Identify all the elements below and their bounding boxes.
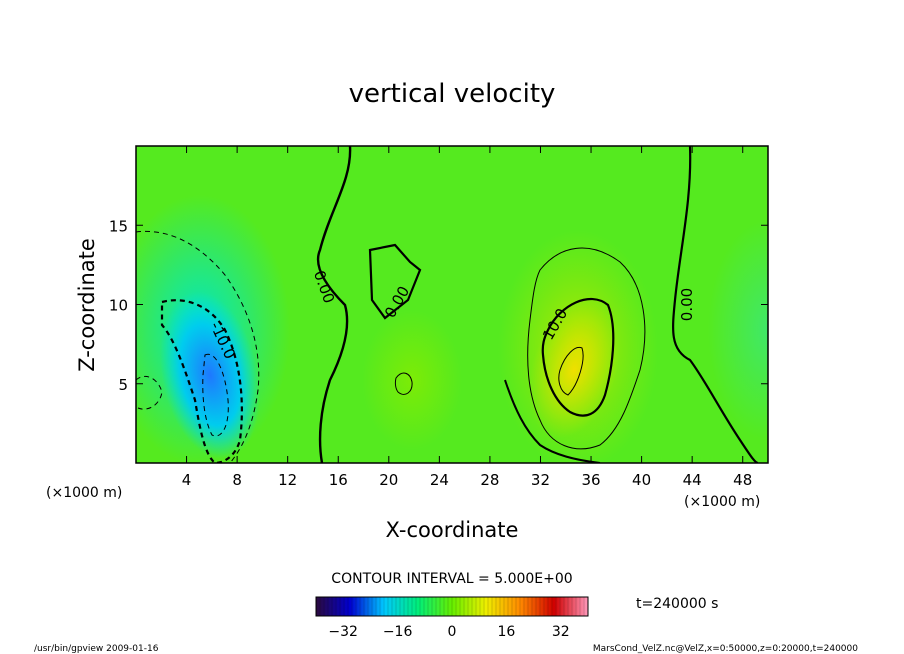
x-unit-left: (×1000 m) bbox=[46, 485, 122, 501]
x-tick-label: 8 bbox=[232, 471, 242, 489]
contour-plus15 bbox=[558, 346, 584, 396]
x-tick-label: 24 bbox=[430, 471, 449, 489]
time-label: t=240000 s bbox=[636, 596, 718, 612]
y-tick-label: 15 bbox=[109, 217, 128, 235]
y-axis-label: Z-coordinate bbox=[75, 238, 99, 372]
contour-zero-lower bbox=[504, 379, 601, 463]
x-axis-ticks: 4 8 12 16 20 24 28 32 36 40 44 48 bbox=[182, 146, 752, 489]
x-tick-label: 48 bbox=[733, 471, 752, 489]
y-tick-label: 5 bbox=[118, 376, 128, 394]
contour-minus5 bbox=[136, 230, 260, 463]
x-tick-label: 12 bbox=[278, 471, 297, 489]
colorbar-tick-label: 32 bbox=[552, 624, 570, 640]
negative-contours bbox=[136, 230, 260, 463]
x-tick-label: 4 bbox=[182, 471, 192, 489]
x-unit-right: (×1000 m) bbox=[684, 494, 760, 510]
colorbar bbox=[315, 596, 589, 617]
contour-zero-center bbox=[368, 243, 422, 320]
x-axis-label: X-coordinate bbox=[386, 518, 519, 542]
contour-lines bbox=[317, 146, 759, 463]
contour-minus15 bbox=[202, 353, 229, 437]
contour-plus5 bbox=[527, 247, 646, 450]
footer-left: /usr/bin/gpview 2009-01-16 bbox=[34, 644, 159, 654]
heatmap-field bbox=[136, 146, 768, 463]
updraft-core-area bbox=[528, 302, 620, 438]
right-edge-cool-area bbox=[708, 220, 768, 440]
x-tick-label: 36 bbox=[581, 471, 600, 489]
x-tick-label: 44 bbox=[683, 471, 702, 489]
y-axis-ticks: 5 10 15 bbox=[109, 217, 768, 394]
chart-title: vertical velocity bbox=[349, 79, 556, 109]
contour-label: 0.00 bbox=[678, 288, 696, 321]
contour-plus10 bbox=[541, 297, 615, 417]
x-tick-label: 28 bbox=[480, 471, 499, 489]
x-tick-label: 32 bbox=[531, 471, 550, 489]
downdraft-core-area bbox=[159, 291, 261, 459]
colorbar-ticks: −32 −16 0 16 32 bbox=[319, 597, 585, 640]
colorbar-tick-label: 0 bbox=[448, 624, 457, 640]
contour-zero-right bbox=[672, 146, 759, 463]
colorbar-tick-label: 16 bbox=[497, 624, 515, 640]
contour-interval-text: CONTOUR INTERVAL = 5.000E+00 bbox=[331, 571, 572, 587]
contour-weak-center bbox=[394, 372, 413, 395]
x-tick-label: 40 bbox=[632, 471, 651, 489]
y-tick-label: 10 bbox=[109, 297, 128, 315]
x-tick-label: 20 bbox=[379, 471, 398, 489]
x-tick-label: 16 bbox=[329, 471, 348, 489]
contour-left-edge bbox=[136, 376, 163, 410]
footer-right: MarsCond_VelZ.nc@VelZ,x=0:50000,z=0:2000… bbox=[593, 644, 858, 654]
colorbar-tick-label: −32 bbox=[328, 624, 358, 640]
contour-zero-left bbox=[317, 146, 352, 463]
colorbar-tick-label: −16 bbox=[383, 624, 413, 640]
